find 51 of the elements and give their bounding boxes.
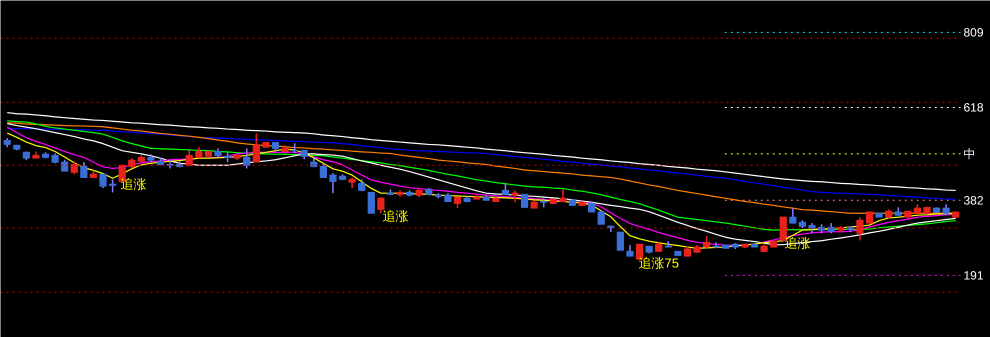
candlestick [320, 162, 327, 178]
candlestick [789, 207, 796, 224]
candlestick [61, 159, 68, 172]
candlestick [4, 137, 11, 148]
candlestick [559, 188, 567, 203]
candlestick [520, 194, 528, 208]
candlestick [511, 190, 519, 203]
candlestick [684, 246, 692, 257]
candlestick [186, 150, 193, 166]
candlestick [128, 157, 136, 170]
candlestick [866, 212, 874, 224]
annotation: 追涨 [120, 176, 146, 192]
candlestick [914, 203, 921, 214]
candlestick [329, 172, 337, 194]
y-tick-label: 中 [964, 146, 976, 161]
annotation: 追涨75 [638, 256, 679, 270]
candlestick [272, 142, 280, 154]
candlestick [588, 201, 596, 213]
candlestick [300, 150, 308, 160]
candlestick [702, 235, 710, 249]
candlestick [540, 198, 548, 208]
candlestick [80, 161, 88, 178]
candlestick [108, 178, 116, 194]
candlestick [780, 216, 787, 241]
y-tick-label: 382 [964, 193, 984, 208]
candlestick [626, 244, 634, 257]
candlestick [655, 242, 662, 252]
candlestick [616, 232, 624, 251]
candlestick [51, 152, 59, 164]
candlestick [828, 222, 835, 234]
candlestick [214, 148, 222, 158]
line-series [6, 112, 956, 192]
candlestick [856, 216, 864, 242]
line-series [6, 128, 956, 200]
y-tick-label: 809 [964, 25, 984, 40]
candlestick [224, 152, 232, 163]
candlestick [598, 209, 605, 225]
candlestick [942, 203, 950, 216]
candlestick [348, 176, 356, 189]
candlestick [416, 187, 423, 198]
candlestick [368, 192, 375, 214]
y-tick-label: 618 [964, 100, 984, 114]
candlestick [99, 174, 107, 189]
candlestick [70, 160, 78, 176]
candlestick [252, 132, 260, 163]
candlestick [502, 182, 510, 196]
candlestick [243, 148, 250, 170]
candlestick [377, 196, 384, 214]
y-tick-label: 191 [964, 268, 984, 282]
annotation: 追涨 [382, 208, 408, 224]
candlestick [885, 208, 892, 220]
